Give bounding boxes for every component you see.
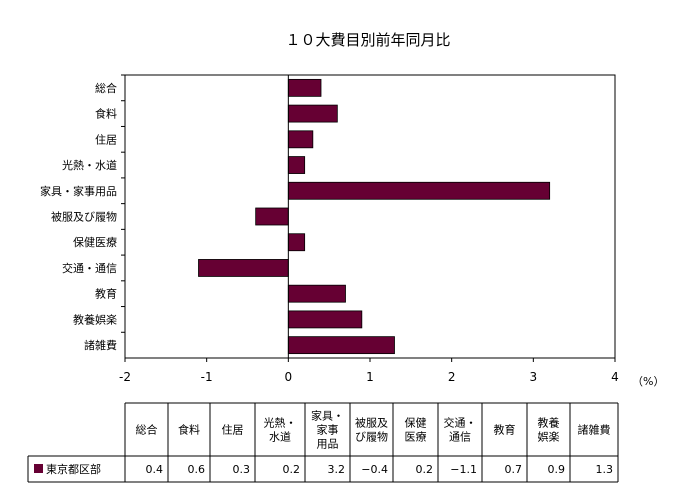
- bar: [287, 336, 395, 355]
- bar: [287, 156, 306, 174]
- table-value: 0.7: [505, 463, 523, 476]
- table-header: 保健: [405, 416, 427, 430]
- category-label: 諸雑費: [84, 338, 117, 352]
- table-value: 1.3: [596, 463, 614, 476]
- x-tick-label: 0: [285, 370, 293, 384]
- table-header: 教養: [538, 416, 560, 430]
- table-header: 用品: [317, 438, 339, 451]
- chart-title: １０大費目別前年同月比: [285, 31, 450, 49]
- table-header: 食料: [178, 423, 200, 437]
- table-header: 被服及: [355, 417, 388, 430]
- category-label: 教養娯楽: [73, 312, 117, 326]
- category-label: 住居: [95, 132, 117, 146]
- data-table: 総合 食料 住居 光熱・水道 家具・家事用品 被服及び履物 保健医療 交通・通信 教育 教養娯楽 諸…: [27, 402, 619, 483]
- x-tick-label: 1: [366, 370, 374, 384]
- table-header: 水道: [269, 430, 291, 444]
- table-header: び履物: [355, 430, 388, 444]
- table-value: 0.9: [548, 463, 566, 476]
- table-value: 0.2: [416, 463, 434, 476]
- table-value: 0.6: [188, 463, 206, 476]
- table-header: 家具・: [311, 409, 344, 423]
- table-header: 娯楽: [538, 430, 560, 444]
- bar: [287, 104, 338, 123]
- table-value: 3.2: [328, 463, 346, 476]
- category-label: 交通・通信: [62, 261, 117, 275]
- category-label: 光熱・水道: [62, 158, 117, 172]
- legend-swatch: [34, 464, 43, 473]
- bar: [255, 207, 289, 226]
- table-value: 0.2: [283, 463, 301, 476]
- table-value: −1.1: [450, 463, 477, 476]
- table-header: 交通・: [444, 416, 477, 430]
- x-tick-label: 2: [448, 370, 456, 384]
- table-header: 家事: [317, 423, 339, 437]
- table-value: 0.3: [233, 463, 251, 476]
- x-tick-label: 3: [530, 370, 538, 384]
- plot-frame: [124, 74, 616, 359]
- bar: [287, 181, 551, 200]
- x-tick-label: -1: [201, 370, 213, 384]
- table-header: 住居: [222, 423, 244, 437]
- table-header: 総合: [136, 423, 158, 437]
- x-tick-label: 4: [611, 370, 619, 384]
- category-label: 被服及び履物: [51, 210, 117, 224]
- x-unit-label: （%）: [632, 375, 664, 388]
- bar: [287, 130, 314, 149]
- x-tick-label: -2: [119, 370, 131, 384]
- table-value: −0.4: [361, 463, 388, 476]
- plot-area: 総合食料住居光熱・水道家具・家事用品被服及び履物保健医療交通・通信教育教養娯楽諸…: [40, 74, 619, 384]
- table-header: 医療: [405, 430, 427, 444]
- table-header: 光熱・: [264, 416, 297, 430]
- table-value: 0.4: [146, 463, 164, 476]
- bar: [287, 78, 322, 97]
- category-label: 家具・家事用品: [40, 184, 117, 198]
- table-header: 教育: [494, 423, 516, 437]
- category-label: 保健医療: [73, 235, 117, 249]
- bar: [198, 259, 289, 277]
- bar: [287, 284, 346, 303]
- table-header: 通信: [449, 431, 471, 444]
- bar: [287, 310, 363, 329]
- category-label: 教育: [95, 287, 117, 301]
- table-header: 諸雑費: [578, 423, 611, 437]
- category-label: 食料: [95, 107, 117, 121]
- series-name: 東京都区部: [46, 462, 101, 476]
- bar: [287, 233, 306, 252]
- category-label: 総合: [95, 81, 117, 95]
